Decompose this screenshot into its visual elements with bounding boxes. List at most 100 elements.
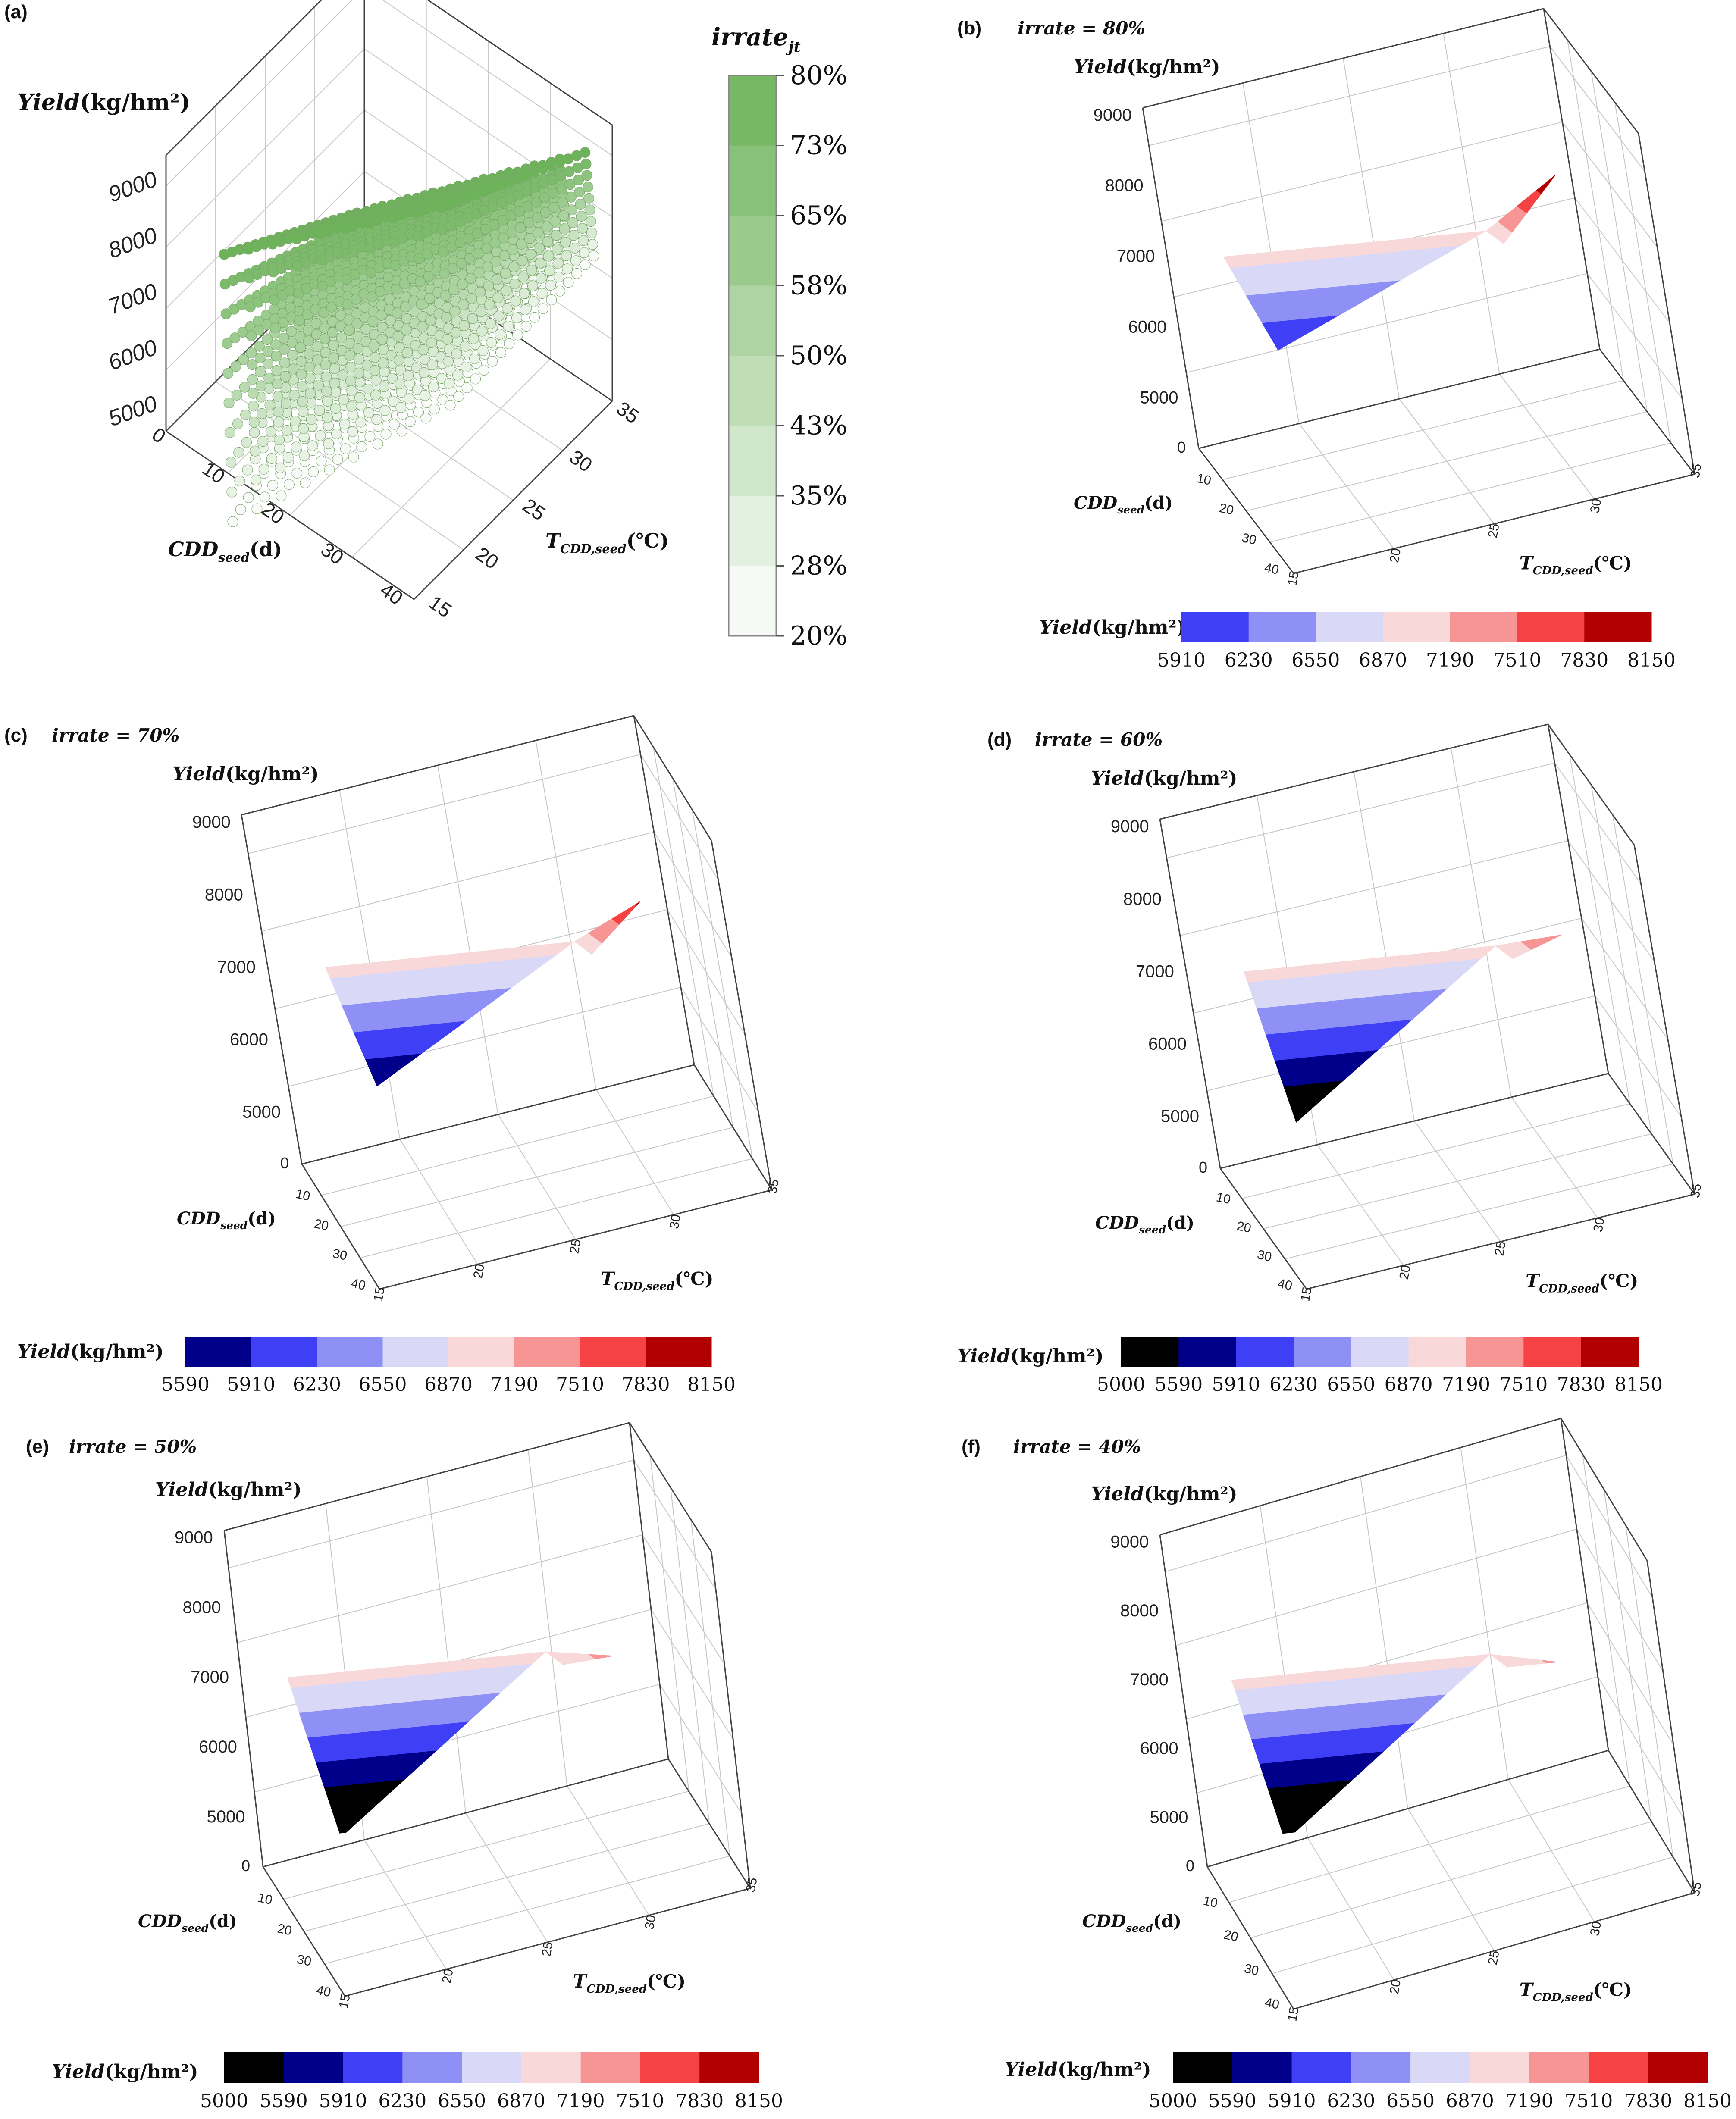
panel-b-ztick: 5000 xyxy=(1140,388,1178,407)
scatter-point xyxy=(453,391,464,402)
scatter-point xyxy=(469,353,480,364)
panel-b-frame-edge xyxy=(1198,348,1600,449)
scatter-point xyxy=(480,224,491,235)
panel-b-ztick: 9000 xyxy=(1094,106,1132,125)
colorbar-tick-label: 5910 xyxy=(1212,1374,1260,1396)
scatter-point xyxy=(476,326,488,337)
panel-a-cblabel: irratejt xyxy=(711,23,801,56)
colorbar-segment xyxy=(729,285,776,356)
scatter-point xyxy=(442,334,453,345)
colorbar-tick-label: 20% xyxy=(790,621,847,651)
panel-e-xtick: 40 xyxy=(315,1983,332,2000)
panel-c-cblabel: Yield(kg/hm²) xyxy=(17,1341,164,1363)
scatter-point xyxy=(363,407,375,418)
scatter-point xyxy=(307,440,318,451)
panel-b-frame-edge xyxy=(1599,349,1695,475)
panel-a-xlabel-unit: (d) xyxy=(250,538,282,561)
scatter-point xyxy=(514,206,525,217)
scatter-point xyxy=(557,197,568,208)
surface-band xyxy=(1536,174,1556,194)
scatter-point xyxy=(226,457,237,468)
scatter-point xyxy=(332,454,343,465)
scatter-point xyxy=(365,267,376,278)
scatter-point xyxy=(267,480,279,491)
panel-f-frame-edge xyxy=(1560,1418,1648,1561)
scatter-point xyxy=(413,407,424,418)
scatter-point xyxy=(410,306,421,317)
scatter-point xyxy=(539,192,550,203)
panel-f-cblabel: Yield(kg/hm²) xyxy=(1005,2059,1151,2081)
colorbar-segment xyxy=(317,1337,383,1367)
panel-c-title: irrate = 70% xyxy=(52,725,179,746)
scatter-point xyxy=(495,347,506,358)
panel-d-frame-edge xyxy=(1220,1073,1609,1169)
scatter-point xyxy=(542,236,553,247)
scatter-point xyxy=(439,268,450,279)
scatter-point xyxy=(587,239,598,250)
scatter-point xyxy=(351,318,363,329)
scatter-point xyxy=(330,403,341,414)
panel-a-xtick: 0 xyxy=(148,423,170,448)
scatter-point xyxy=(517,255,528,266)
panel-e-xlabel-unit: (d) xyxy=(209,1911,237,1931)
panel-c-ytick: 25 xyxy=(567,1238,583,1255)
colorbar-segment xyxy=(1351,2052,1411,2083)
scatter-point xyxy=(370,352,381,363)
panel-f-floor-grid xyxy=(1407,1808,1495,1951)
scatter-point xyxy=(426,337,437,348)
panel-c-floor-grid xyxy=(360,1158,753,1258)
panel-d-ylabel-main: T xyxy=(1526,1271,1540,1292)
panel-a-ztick: 6000 xyxy=(105,335,161,376)
scatter-point xyxy=(295,331,306,342)
colorbar-segment xyxy=(462,2052,522,2083)
scatter-point xyxy=(553,272,564,283)
panel-b: (b) irrate = 80% 0 5000 6000 7000 8000 9000 10 20… xyxy=(957,8,1705,671)
scatter-point xyxy=(577,223,588,234)
scatter-point xyxy=(477,345,489,356)
panel-b-zlabel: Yield(kg/hm²) xyxy=(1074,56,1220,78)
panel-c-wall-grid xyxy=(535,740,597,1090)
panel-e-ztick: 0 xyxy=(241,1857,250,1875)
panel-e-ylabel-sub: CDD,seed xyxy=(586,1983,647,1996)
panel-c-ztick: 5000 xyxy=(242,1103,281,1122)
scatter-point xyxy=(571,268,583,279)
colorbar-tick-label: 65% xyxy=(790,200,847,231)
scatter-point xyxy=(536,272,547,284)
scatter-point xyxy=(574,186,585,197)
scatter-point xyxy=(308,466,319,477)
scatter-point xyxy=(367,316,379,327)
panel-e-zlabel-main: Yield xyxy=(155,1479,208,1501)
scatter-point xyxy=(303,324,314,335)
scatter-point xyxy=(508,261,520,272)
scatter-point xyxy=(502,303,513,314)
panel-d-ytick: 30 xyxy=(1591,1217,1607,1233)
scatter-point xyxy=(319,333,330,344)
panel-f-wall-grid xyxy=(1582,1454,1630,1786)
panel-a-label: (a) xyxy=(4,1,28,22)
panel-f-ytick: 15 xyxy=(1285,2006,1301,2023)
panel-e-ytick: 35 xyxy=(743,1877,760,1894)
scatter-point xyxy=(427,359,438,370)
scatter-point xyxy=(528,296,539,307)
panel-c-xlabel-sub: seed xyxy=(220,1219,248,1232)
scatter-point xyxy=(327,327,338,338)
scatter-point xyxy=(324,464,335,476)
scatter-point xyxy=(234,476,245,487)
scatter-point xyxy=(262,334,273,345)
panel-f-floor-grid xyxy=(1507,1779,1595,1922)
scatter-point xyxy=(527,280,538,291)
colorbar-segment xyxy=(580,1337,646,1367)
surface-band xyxy=(324,1779,406,1834)
scatter-point xyxy=(297,381,308,392)
colorbar-tick-label: 6870 xyxy=(1385,1374,1433,1396)
panel-f-zlabel-main: Yield xyxy=(1091,1483,1144,1505)
panel-e-frame-edge xyxy=(629,1422,712,1552)
panel-d-frame-edge xyxy=(1547,724,1609,1074)
scatter-point xyxy=(470,373,481,385)
panel-b-ytick: 30 xyxy=(1588,498,1604,514)
colorbar-tick-label: 8150 xyxy=(1614,1374,1663,1396)
panel-a-zlabel: Yield(kg/hm²) xyxy=(17,89,190,116)
scatter-point xyxy=(548,202,560,213)
panel-e-zlabel-unit: (kg/hm²) xyxy=(208,1479,302,1501)
scatter-point xyxy=(235,504,246,515)
